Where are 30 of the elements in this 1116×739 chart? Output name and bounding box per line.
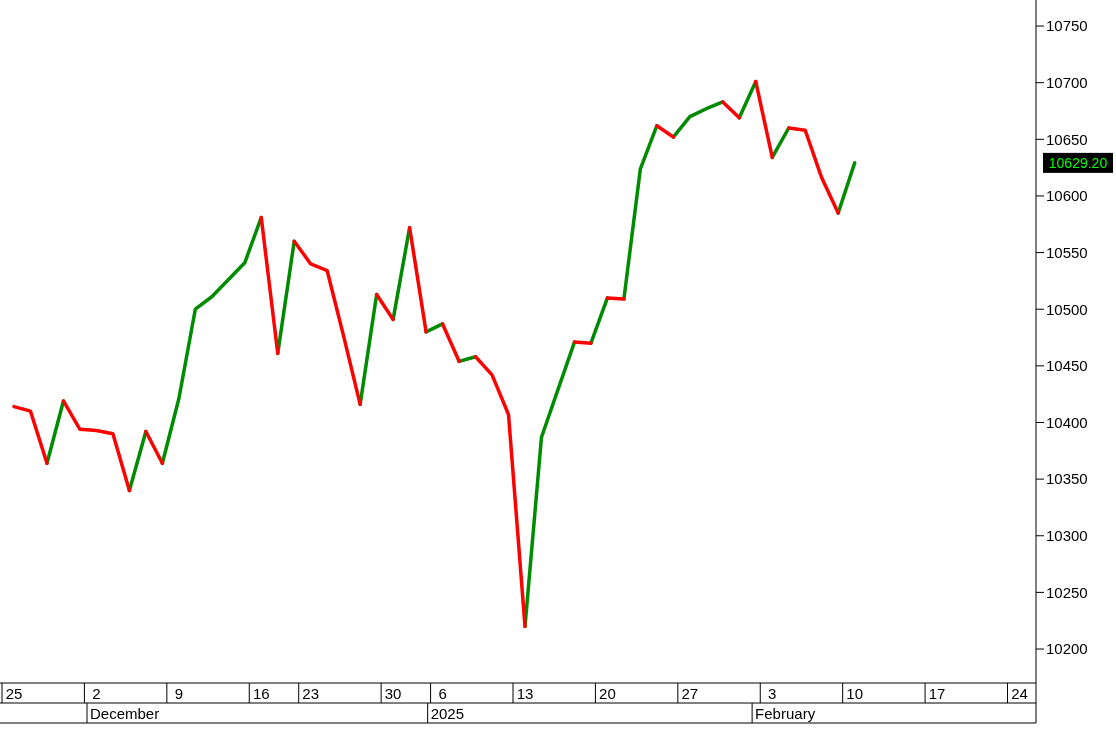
y-tick-label: 10350 (1046, 470, 1088, 488)
text: February (755, 705, 816, 722)
x-tick-label: 13 (516, 685, 534, 702)
x-tick-label: 6 (438, 685, 447, 702)
x-tick-label: 25 (5, 685, 23, 702)
y-tick-label: 10650 (1046, 130, 1088, 148)
y-tick-label: 10500 (1046, 300, 1088, 318)
x-tick-label: 2 (92, 685, 101, 702)
y-tick-label: 10700 (1046, 74, 1088, 92)
y-tick-label: 10300 (1046, 527, 1088, 545)
y-tick-label: 10400 (1046, 413, 1088, 431)
y-tick-label: 10600 (1046, 187, 1088, 205)
x-tick-label: 23 (302, 685, 320, 702)
x-tick-label: 16 (252, 685, 270, 702)
text: December (90, 705, 160, 722)
y-tick-label: 10450 (1046, 357, 1088, 375)
x-tick-label: 20 (599, 685, 616, 702)
y-tick-label: 10750 (1046, 17, 1088, 35)
y-tick-label: 10250 (1046, 583, 1088, 601)
text: 2025 (430, 705, 465, 722)
y-tick-label: 10550 (1046, 243, 1088, 261)
x-tick-label: 30 (384, 685, 402, 702)
x-tick-label: 17 (928, 685, 946, 702)
x-tick-label: 3 (768, 685, 777, 702)
x-tick-label: 24 (1011, 685, 1028, 702)
x-tick-label: 27 (681, 685, 699, 702)
x-tick-label: 9 (174, 685, 184, 702)
text: 10629.20 (1048, 154, 1108, 171)
y-tick-label: 10200 (1046, 640, 1088, 658)
x-tick-label: 10 (846, 685, 864, 702)
